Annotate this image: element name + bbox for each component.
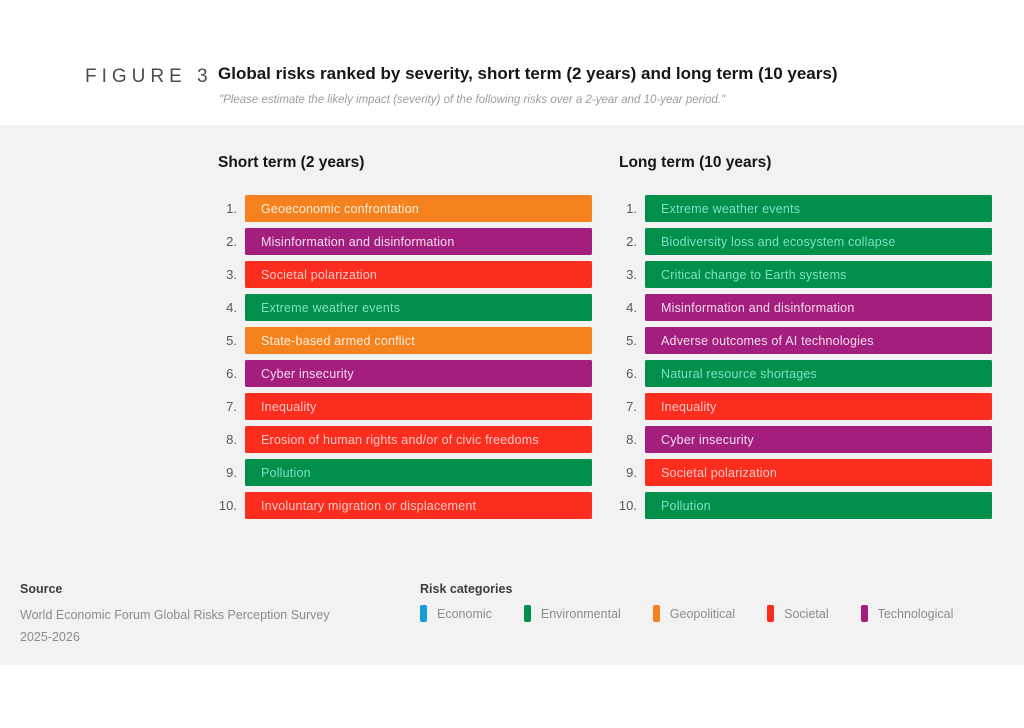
risk-row: 4. Misinformation and disinformation — [601, 294, 992, 321]
risk-row: 5. State-based armed conflict — [201, 327, 592, 354]
legend-title: Risk categories — [420, 582, 513, 596]
legend-color-swatch — [420, 605, 427, 622]
risk-bar: Cyber insecurity — [245, 360, 592, 387]
risk-categories-legend: Risk categories Economic Environmental G… — [420, 582, 953, 622]
risk-bar: Pollution — [245, 459, 592, 486]
legend-color-swatch — [860, 605, 868, 622]
legend-label: Environmental — [540, 606, 621, 621]
legend-color-swatch — [767, 605, 775, 622]
risk-row: 6. Cyber insecurity — [201, 360, 592, 387]
risk-row: 10. Pollution — [601, 492, 992, 519]
source-label: Source — [20, 582, 63, 596]
risk-rank: 2. — [226, 234, 237, 249]
risk-bar: Biodiversity loss and ecosystem collapse — [645, 228, 992, 255]
risk-row: 2. Biodiversity loss and ecosystem colla… — [601, 228, 992, 255]
risk-bar: Extreme weather events — [245, 294, 592, 321]
risk-rank: 7. — [226, 399, 237, 414]
risk-rank: 10. — [618, 498, 637, 513]
long-term-ranking-list: 1. Extreme weather events 2. Biodiversit… — [601, 195, 992, 525]
legend-item: Societal — [767, 605, 829, 622]
risk-bar: Cyber insecurity — [645, 426, 992, 453]
risk-bar: Adverse outcomes of AI technologies — [645, 327, 992, 354]
risk-row: 1. Geoeconomic confrontation — [201, 195, 592, 222]
source-block: Source World Economic Forum Global Risks… — [20, 582, 330, 648]
figure-subtitle: "Please estimate the likely impact (seve… — [219, 94, 726, 106]
risk-row: 3. Critical change to Earth systems — [601, 261, 992, 288]
risk-bar: Inequality — [645, 393, 992, 420]
risk-row: 7. Inequality — [201, 393, 592, 420]
legend-color-swatch — [523, 605, 531, 622]
legend-item: Technological — [860, 605, 954, 622]
legend-label: Technological — [877, 606, 954, 621]
legend-label: Societal — [784, 606, 829, 621]
risk-bar: Misinformation and disinformation — [245, 228, 592, 255]
short-term-ranking-list: 1. Geoeconomic confrontation 2. Misinfor… — [201, 195, 592, 525]
risk-row: 4. Extreme weather events — [201, 294, 592, 321]
legend-label: Economic — [437, 606, 492, 621]
long-term-column-title: Long term (10 years) — [619, 154, 772, 171]
risk-rank: 8. — [626, 432, 637, 447]
risk-row: 8. Cyber insecurity — [601, 426, 992, 453]
source-text: World Economic Forum Global Risks Percep… — [20, 604, 330, 648]
legend-items: Economic Environmental Geopolitical Soci… — [420, 605, 953, 622]
risk-rank: 1. — [626, 201, 637, 216]
legend-item: Environmental — [523, 605, 621, 622]
risk-rank: 4. — [226, 300, 237, 315]
risk-row: 2. Misinformation and disinformation — [201, 228, 592, 255]
risk-rank: 5. — [226, 333, 237, 348]
legend-color-swatch — [652, 605, 660, 622]
risk-rank: 5. — [626, 333, 637, 348]
risk-bar: Involuntary migration or displacement — [245, 492, 592, 519]
risk-row: 9. Pollution — [201, 459, 592, 486]
risk-bar: Pollution — [645, 492, 992, 519]
source-line-2: 2025-2026 — [20, 630, 80, 644]
risk-bar: Geoeconomic confrontation — [245, 195, 592, 222]
legend-item: Economic — [420, 605, 492, 622]
risk-row: 9. Societal polarization — [601, 459, 992, 486]
risk-rank: 6. — [626, 366, 637, 381]
figure-title: Global risks ranked by severity, short t… — [218, 64, 838, 83]
risk-row: 3. Societal polarization — [201, 261, 592, 288]
risk-rank: 3. — [626, 267, 637, 282]
risk-row: 1. Extreme weather events — [601, 195, 992, 222]
legend-label: Geopolitical — [669, 606, 736, 621]
risk-row: 8. Erosion of human rights and/or of civ… — [201, 426, 592, 453]
risk-rank: 10. — [218, 498, 237, 513]
figure-number-label: FIGURE 3 — [85, 66, 213, 87]
risk-bar: Inequality — [245, 393, 592, 420]
risk-rank: 1. — [226, 201, 237, 216]
risk-rank: 9. — [626, 465, 637, 480]
risk-bar: Societal polarization — [245, 261, 592, 288]
risk-rank: 8. — [226, 432, 237, 447]
risk-bar: Erosion of human rights and/or of civic … — [245, 426, 592, 453]
risk-row: 10. Involuntary migration or displacemen… — [201, 492, 592, 519]
risk-bar: Natural resource shortages — [645, 360, 992, 387]
risk-rank: 9. — [226, 465, 237, 480]
risk-rank: 3. — [226, 267, 237, 282]
source-line-1: World Economic Forum Global Risks Percep… — [20, 608, 330, 622]
legend-item: Geopolitical — [652, 605, 736, 622]
risk-rank: 4. — [626, 300, 637, 315]
risk-row: 6. Natural resource shortages — [601, 360, 992, 387]
risk-bar: Societal polarization — [645, 459, 992, 486]
risk-row: 7. Inequality — [601, 393, 992, 420]
risk-row: 5. Adverse outcomes of AI technologies — [601, 327, 992, 354]
risk-bar: Extreme weather events — [645, 195, 992, 222]
risk-rank: 6. — [226, 366, 237, 381]
risk-bar: Misinformation and disinformation — [645, 294, 992, 321]
risk-bar: State-based armed conflict — [245, 327, 592, 354]
risk-bar: Critical change to Earth systems — [645, 261, 992, 288]
short-term-column-title: Short term (2 years) — [218, 154, 365, 171]
risk-rank: 7. — [626, 399, 637, 414]
risk-rank: 2. — [626, 234, 637, 249]
